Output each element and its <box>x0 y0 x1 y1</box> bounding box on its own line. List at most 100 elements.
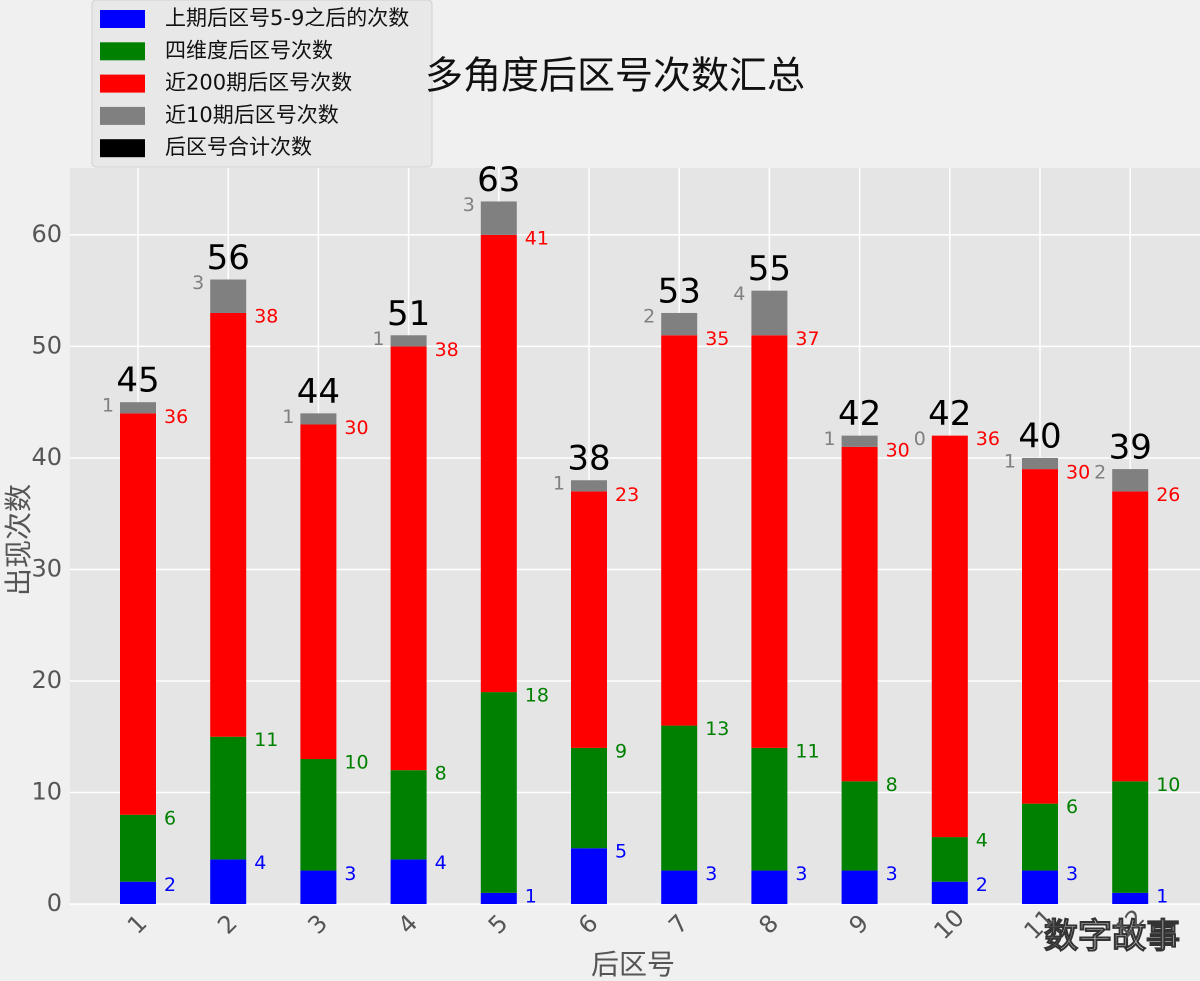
value-label: 3 <box>705 863 717 885</box>
bar-segment <box>661 725 698 871</box>
value-label: 18 <box>525 685 549 707</box>
total-label: 39 <box>1109 428 1152 468</box>
bar-segment <box>300 759 337 871</box>
value-label: 2 <box>643 305 655 327</box>
bar-segment <box>390 859 427 904</box>
value-label: 4 <box>435 852 447 874</box>
bar-segment <box>661 312 698 336</box>
bar-segment <box>751 870 788 904</box>
value-label: 1 <box>1156 885 1168 907</box>
total-label: 63 <box>477 160 520 200</box>
value-label: 3 <box>1066 863 1078 885</box>
legend-label: 近10期后区号次数 <box>165 103 339 127</box>
y-tick-label: 30 <box>31 554 62 582</box>
legend-swatch <box>100 106 145 125</box>
value-label: 2 <box>1094 462 1106 484</box>
bar-segment <box>1022 870 1058 904</box>
bar-segment <box>841 446 878 782</box>
bar-segment <box>300 870 337 904</box>
legend-swatch <box>100 139 145 158</box>
value-label: 5 <box>615 841 627 863</box>
bar-segment <box>571 848 607 904</box>
bar-segment <box>1022 469 1058 804</box>
bar-segment <box>841 781 878 871</box>
bar-segment <box>480 692 517 893</box>
x-tick-label: 7 <box>663 909 694 940</box>
y-tick-label: 20 <box>31 666 62 694</box>
bar-segment <box>390 335 427 347</box>
x-tick-label: 4 <box>393 909 424 940</box>
bar-segment <box>390 770 427 860</box>
bar-segment <box>390 346 427 771</box>
bar-segment <box>120 413 156 815</box>
bar-segment <box>571 480 607 492</box>
value-label: 1 <box>373 328 385 350</box>
value-label: 10 <box>1156 774 1180 796</box>
legend-swatch <box>100 10 145 28</box>
y-tick-label: 10 <box>31 777 62 805</box>
total-label: 55 <box>748 249 791 289</box>
bars: 2636145411383563103014448381511184136359… <box>102 160 1180 907</box>
value-label: 9 <box>615 740 627 762</box>
value-label: 30 <box>1066 462 1090 484</box>
value-label: 10 <box>344 752 368 774</box>
bar-segment <box>120 881 156 904</box>
bar-segment <box>931 837 968 882</box>
x-tick-label: 9 <box>844 909 875 940</box>
bar-segment <box>1022 803 1058 871</box>
bar-segment <box>210 736 247 860</box>
value-label: 3 <box>463 194 475 216</box>
bar-segment <box>1022 457 1058 470</box>
value-label: 6 <box>1066 796 1078 818</box>
legend-label: 后区号合计次数 <box>165 135 312 159</box>
value-label: 6 <box>164 807 176 829</box>
total-label: 51 <box>387 294 430 334</box>
legend-label: 四维度后区号次数 <box>165 38 333 62</box>
bar-segment <box>120 814 156 882</box>
value-label: 11 <box>795 740 819 762</box>
value-label: 2 <box>976 874 988 896</box>
total-label: 56 <box>207 238 250 278</box>
total-label: 53 <box>658 271 701 311</box>
bar-segment <box>1112 781 1149 893</box>
value-label: 30 <box>344 417 368 439</box>
value-label: 3 <box>344 863 356 885</box>
value-label: 36 <box>164 406 188 428</box>
bar-segment <box>661 870 698 904</box>
total-label: 42 <box>838 394 881 434</box>
x-tick-label: 5 <box>483 909 514 940</box>
bar-segment <box>120 402 156 414</box>
bar-segment <box>931 435 968 838</box>
value-label: 4 <box>733 283 745 305</box>
bar-segment <box>841 870 878 904</box>
value-label: 1 <box>1004 450 1016 472</box>
bar-segment <box>480 234 517 693</box>
x-tick-label: 1 <box>122 909 153 940</box>
bar-segment <box>751 290 788 336</box>
legend-label: 上期后区号5-9之后的次数 <box>165 6 409 30</box>
value-label: 1 <box>553 473 565 495</box>
bar-segment <box>210 859 247 904</box>
bar-segment <box>480 892 517 904</box>
x-tick-label: 2 <box>212 909 243 940</box>
legend-label: 近200期后区号次数 <box>165 71 352 95</box>
y-axis-label: 出现次数 <box>2 484 35 596</box>
value-label: 13 <box>705 718 729 740</box>
y-tick-label: 60 <box>31 220 62 248</box>
value-label: 8 <box>886 774 898 796</box>
bar-segment <box>210 279 247 313</box>
x-tick-label: 8 <box>753 909 784 940</box>
y-tick-label: 50 <box>31 331 62 359</box>
value-label: 0 <box>914 428 926 450</box>
total-label: 38 <box>567 439 610 479</box>
bar-segment <box>571 491 607 748</box>
value-label: 38 <box>254 305 278 327</box>
bar-segment <box>571 747 607 849</box>
bar-segment <box>1112 469 1149 492</box>
chart-title: 多角度后区号次数汇总 <box>425 54 805 98</box>
value-label: 23 <box>615 484 639 506</box>
value-label: 36 <box>976 428 1000 450</box>
legend-box <box>91 0 433 168</box>
bar-segment <box>1112 892 1149 904</box>
